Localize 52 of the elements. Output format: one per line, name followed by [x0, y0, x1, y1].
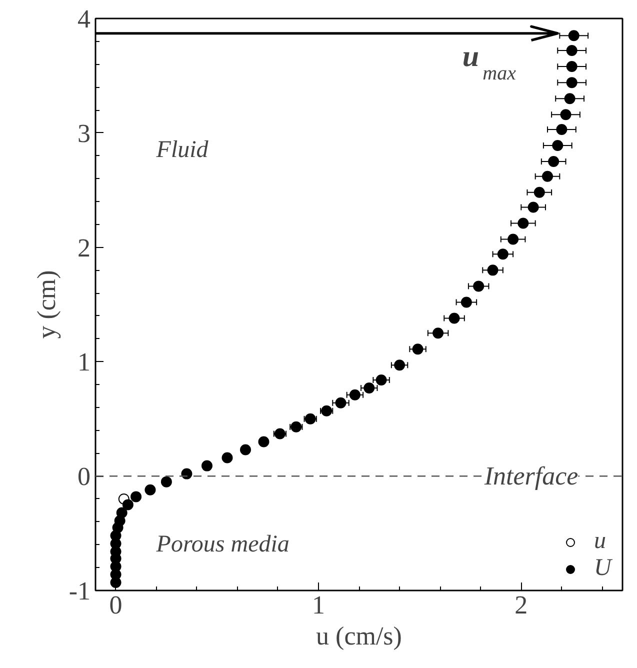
- point: [534, 186, 545, 198]
- y-tick-label: 2: [78, 233, 90, 262]
- point: [394, 360, 406, 371]
- point: [473, 280, 484, 292]
- point: [566, 45, 578, 56]
- point: [460, 296, 472, 308]
- point: [110, 577, 122, 588]
- annotation: Fluid: [155, 137, 210, 164]
- point: [364, 382, 375, 394]
- point: [201, 460, 212, 472]
- point: [240, 444, 251, 456]
- point: [222, 452, 233, 464]
- point: [335, 397, 346, 408]
- ref-line-label: Interface: [483, 462, 578, 491]
- point: [376, 374, 387, 386]
- x-tick-label: 0: [109, 590, 122, 620]
- point: [528, 202, 539, 213]
- x-axis-title: u (cm/s): [316, 622, 402, 650]
- point: [564, 93, 576, 104]
- y-tick-label: 3: [78, 118, 90, 148]
- point: [556, 124, 568, 135]
- point: [542, 170, 554, 182]
- point: [448, 312, 460, 324]
- point: [349, 389, 360, 400]
- point: [181, 468, 192, 480]
- point: [487, 264, 498, 276]
- point: [432, 328, 444, 339]
- point: [412, 344, 424, 355]
- y-tick-label: -1: [68, 576, 91, 606]
- y-tick-label: 0: [78, 462, 90, 492]
- point: [258, 436, 270, 448]
- point: [518, 218, 529, 229]
- y-tick-label: 4: [78, 4, 90, 34]
- point: [568, 30, 580, 42]
- y-axis-title: y (cm): [32, 270, 61, 339]
- point: [560, 109, 572, 120]
- x-tick-label: 1: [312, 590, 325, 620]
- legend-label: u: [594, 528, 607, 555]
- point: [566, 77, 578, 88]
- point: [160, 476, 172, 488]
- annotation: Porous media: [155, 532, 290, 558]
- point: [566, 61, 578, 72]
- legend-label: U: [594, 555, 614, 582]
- point: [144, 484, 156, 496]
- point: [552, 140, 564, 151]
- point: [122, 499, 134, 510]
- y-tick-label: 1: [78, 348, 90, 377]
- point: [497, 248, 508, 260]
- point: [508, 234, 519, 245]
- x-tick-label: 2: [514, 590, 528, 620]
- point: [548, 156, 560, 167]
- point: [130, 491, 142, 502]
